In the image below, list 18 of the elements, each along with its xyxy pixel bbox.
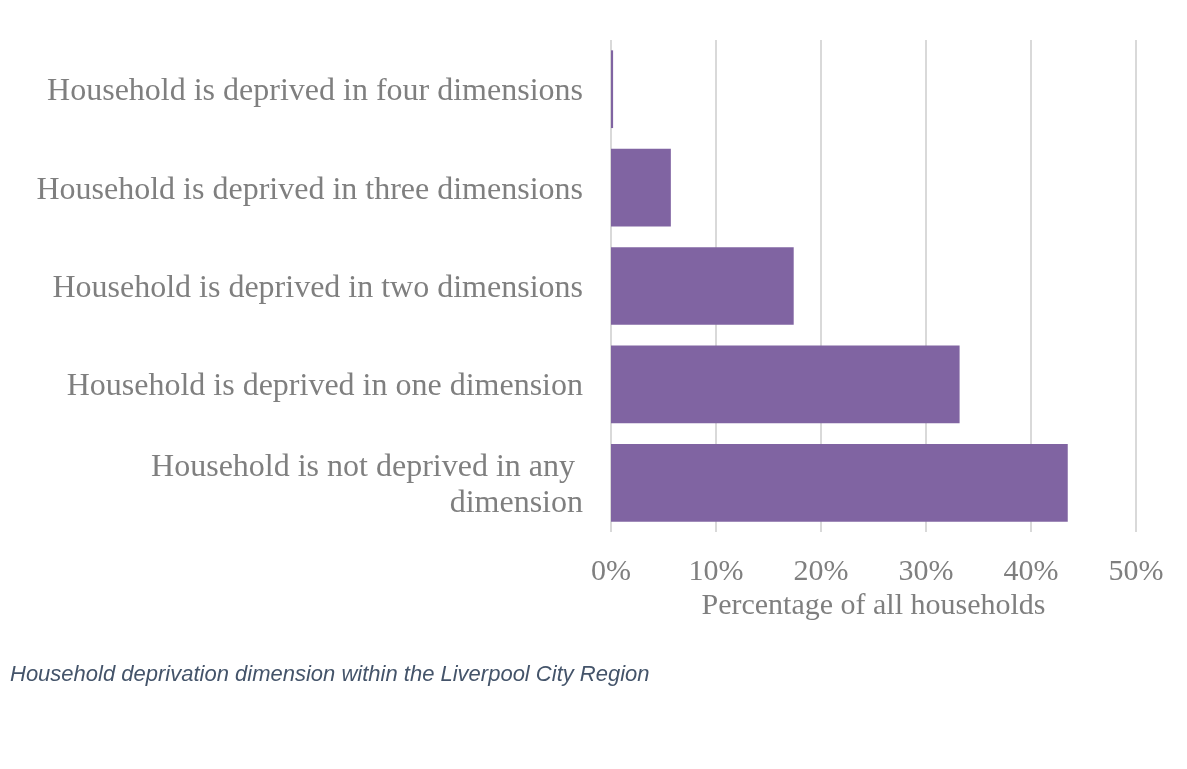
x-tick-label: 30%: [898, 552, 954, 586]
bar: [611, 247, 794, 325]
y-tick-label: Household is deprived in three dimensions: [36, 169, 583, 206]
bar: [611, 50, 614, 129]
x-axis-title: Percentage of all households: [701, 587, 1046, 621]
x-tick-label: 10%: [688, 552, 744, 586]
x-tick-label: 20%: [793, 552, 849, 586]
y-tick-label: Household is not deprived in any dimension: [151, 446, 583, 519]
x-tick-label: 0%: [591, 552, 631, 586]
bar: [611, 443, 1068, 522]
y-tick-label: Household is deprived in two dimensions: [52, 268, 583, 304]
x-tick-label: 50%: [1108, 552, 1164, 586]
bar: [611, 345, 960, 424]
y-tick-label: Household is deprived in four dimensions: [47, 71, 583, 108]
y-tick-label: Household is deprived in one dimension: [66, 366, 583, 403]
x-tick-label: 40%: [1003, 552, 1059, 586]
bar: [611, 148, 671, 227]
text: Household deprivation dimension within the Liverpool City Region: [10, 660, 650, 686]
